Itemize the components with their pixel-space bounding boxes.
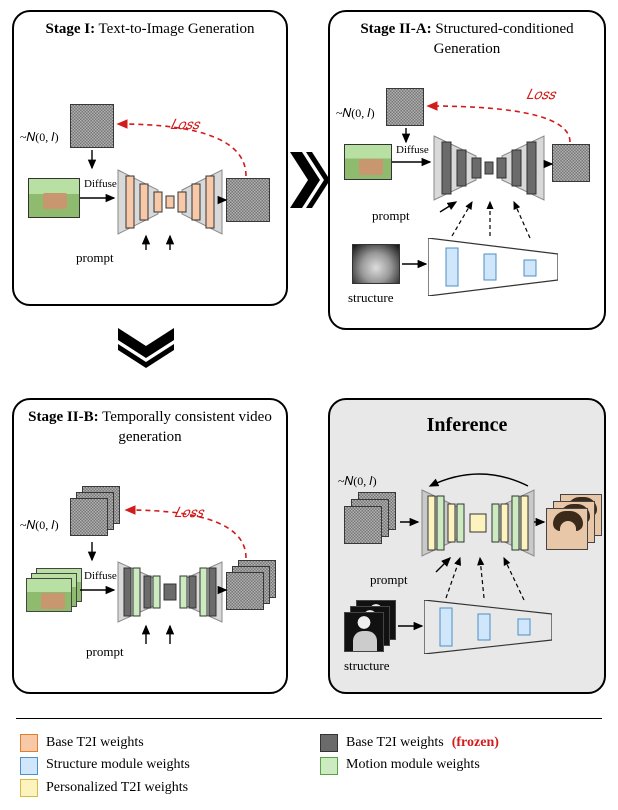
prompt-s2a: prompt [372,208,410,224]
unet-inf [422,490,534,561]
depth-stack-inf [344,600,400,656]
legend-label-frozen-suffix: (frozen) [452,732,499,754]
inference-title-text: Inference [427,414,508,436]
structure-s2a: structure [348,290,393,306]
struct-encoder-s2a [428,238,558,301]
noise-stack-top-s2b [70,486,124,540]
noise-dist-s2b: ~𝑁(0, 𝐼) [20,518,59,533]
legend-item-base: Base T2I weights [20,732,300,754]
legend-item-motion: Motion module weights [320,754,610,776]
structure-img-s2a [352,244,400,284]
photo-s1 [28,178,80,218]
diffuse-s1: Diffuse [84,178,117,190]
noise-stack-inf [344,492,402,550]
stage1-title-bold: Stage I: [45,21,95,37]
legend: Base T2I weights Structure module weight… [20,732,300,799]
noise-top-s2a [386,88,424,126]
legend-item-frozen: Base T2I weights (frozen) [320,732,610,754]
stage2a-title: Stage II-A: Structured-conditioned Gener… [330,12,604,63]
photo-stack-s2b [26,568,88,618]
legend-item-personalized: Personalized T2I weights [20,777,300,799]
diffuse-s2a: Diffuse [396,144,429,156]
loss-s2a: 𝐿𝑜𝑠𝑠 [526,88,555,104]
structure-inf: structure [344,658,389,674]
noise-dist-s1: ~𝑁(0, 𝐼) [20,130,59,145]
legend-divider [16,718,602,719]
chevron-down [116,326,176,373]
stage2b-title-bold: Stage II-B: [28,409,98,425]
arrows-s1 [14,12,290,308]
struct-encoder-inf [424,600,552,659]
inference-title: Inference [330,400,604,442]
swatch-frozen-icon [320,734,338,752]
noise-out-s1 [226,178,270,222]
swatch-personalized-icon [20,779,38,797]
swatch-base-icon [20,734,38,752]
panel-inference: Inference ~𝑁(0, 𝐼) prompt structure [328,398,606,694]
photo-s2a [344,144,392,180]
unet-s2a [434,136,544,205]
prompt-s2b: prompt [86,644,124,660]
noise-top-s1 [70,104,114,148]
legend-label-structure: Structure module weights [46,754,190,776]
panel-stage-1: Stage I: Text-to-Image Generation ~𝑁(0, … [12,10,288,306]
swatch-structure-icon [20,757,38,775]
stage1-title: Stage I: Text-to-Image Generation [14,12,286,44]
unet-s1 [118,170,222,239]
legend-label-personalized: Personalized T2I weights [46,777,188,799]
panel-stage-2a: Stage II-A: Structured-conditioned Gener… [328,10,606,330]
stage2b-title: Stage II-B: Temporally consistent video … [14,400,286,451]
diffuse-s2b: Diffuse [84,570,117,582]
swatch-motion-icon [320,757,338,775]
legend-label-motion: Motion module weights [346,754,480,776]
noise-stack-out-s2b [226,560,280,614]
loss-s1: 𝐿𝑜𝑠𝑠 [170,118,199,134]
chevron-right [288,150,330,215]
legend-label-base: Base T2I weights [46,732,144,754]
face-stack-inf [546,494,604,552]
panel-stage-2b: Stage II-B: Temporally consistent video … [12,398,288,694]
stage2a-title-bold: Stage II-A: [360,21,431,37]
noise-out-s2a [552,144,590,182]
stage1-title-rest: Text-to-Image Generation [95,21,254,37]
stage2b-title-rest: Temporally consistent video generation [99,409,272,445]
legend-item-structure: Structure module weights [20,754,300,776]
noise-dist-s2a: ~𝑁(0, 𝐼) [336,106,375,121]
prompt-s1: prompt [76,250,114,266]
unet-s2b [118,562,222,627]
noise-dist-inf: ~𝑁(0, 𝐼) [338,474,377,489]
prompt-inf: prompt [370,572,408,588]
stage2a-title-rest: Structured-conditioned Generation [432,21,574,57]
loss-s2b: 𝐿𝑜𝑠𝑠 [174,506,203,522]
legend-label-frozen-prefix: Base T2I weights [346,732,444,754]
